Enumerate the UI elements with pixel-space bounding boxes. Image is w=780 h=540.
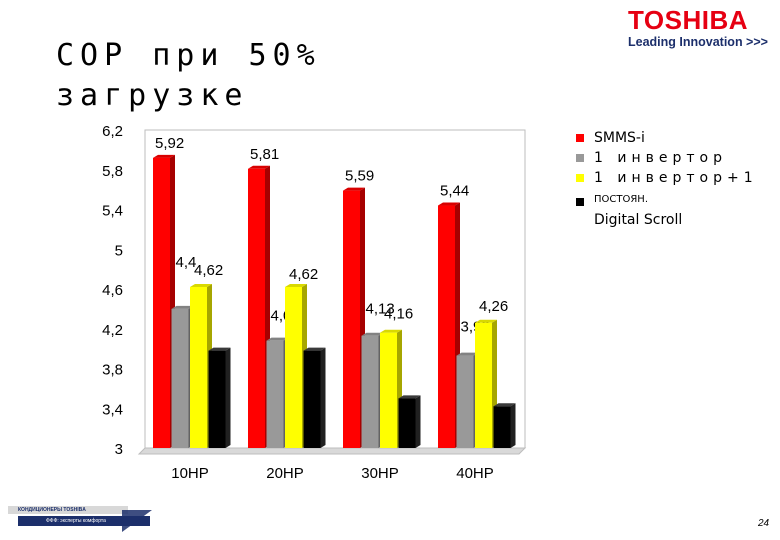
- data-label: 5,44: [440, 183, 469, 200]
- bar-top: [456, 352, 479, 356]
- bar-top: [475, 319, 497, 323]
- footer-logo-bottom: ФФФ: эксперты комфорта: [18, 516, 150, 526]
- y-tick-label: 4,6: [102, 282, 123, 299]
- bar-top: [361, 332, 384, 336]
- data-label: 4,62: [194, 262, 223, 279]
- legend-label: 1 инвертор+1: [594, 170, 758, 186]
- footer-logo: КОНДИЦИОНЕРЫ TOSHIBA ФФФ: эксперты комфо…: [8, 506, 152, 532]
- x-tick-label: 30HP: [361, 465, 399, 482]
- logo-brand: TOSHIBA: [628, 5, 749, 35]
- legend-swatch-red: [576, 134, 584, 142]
- bar: [398, 398, 416, 448]
- title-line-1: СОР при 50%: [56, 38, 321, 73]
- bar: [493, 406, 511, 448]
- y-tick-label: 3,4: [102, 401, 123, 418]
- cop-bar-chart: 6,25,85,454,64,23,83,435,924,44,6210HP5,…: [102, 123, 527, 482]
- legend-swatch-gray: [576, 154, 584, 162]
- data-label: 5,92: [155, 135, 184, 152]
- y-tick-label: 6,2: [102, 123, 123, 140]
- bar: [171, 308, 189, 448]
- footer-logo-triangle: [122, 510, 152, 532]
- bar: [208, 350, 226, 448]
- bar-top: [190, 284, 212, 288]
- bar: [343, 190, 360, 448]
- bar-top: [398, 395, 421, 399]
- bar: [380, 332, 397, 448]
- bar-top: [343, 187, 365, 191]
- plot-floor: [137, 447, 527, 455]
- bar-top: [208, 347, 231, 351]
- y-tick-label: 3: [115, 441, 123, 458]
- legend-swatch-yellow: [576, 174, 584, 182]
- bar-top: [285, 284, 307, 288]
- bar: [190, 287, 207, 448]
- title-line-2: загрузке: [56, 78, 249, 113]
- y-tick-label: 4,2: [102, 322, 123, 339]
- data-label: 5,81: [250, 146, 279, 163]
- legend-label-extra: Digital Scroll: [594, 212, 683, 228]
- bar: [248, 168, 265, 448]
- x-tick-label: 10HP: [171, 465, 209, 482]
- data-label: 4,4: [176, 254, 197, 271]
- bar: [361, 335, 379, 448]
- bar: [266, 340, 284, 448]
- data-label: 4,13: [366, 301, 395, 318]
- bar: [285, 287, 302, 448]
- bar-top: [493, 403, 516, 407]
- y-tick-label: 5,8: [102, 163, 123, 180]
- data-label: 4,62: [289, 266, 318, 283]
- legend-swatch-black: [576, 198, 584, 206]
- legend-label: ПОСТОЯН.: [594, 194, 648, 205]
- data-label: 5,59: [345, 168, 374, 185]
- data-label: 4,26: [479, 298, 508, 315]
- slide-title: СОР при 50% загрузке: [56, 36, 321, 116]
- bar: [475, 322, 492, 448]
- bar-top: [380, 329, 402, 333]
- x-tick-label: 20HP: [266, 465, 304, 482]
- bar: [456, 355, 474, 448]
- bar: [303, 350, 321, 448]
- data-label: 4,16: [384, 306, 413, 323]
- bar-top: [153, 154, 175, 158]
- bar-top: [266, 337, 289, 341]
- page-number: 24: [758, 518, 770, 529]
- x-tick-label: 40HP: [456, 465, 494, 482]
- bar-side: [415, 395, 421, 448]
- bar: [153, 157, 170, 448]
- bar-top: [303, 347, 326, 351]
- logo-tagline: Leading Innovation >>>: [628, 35, 768, 49]
- y-tick-label: 3,8: [102, 362, 123, 379]
- bar: [438, 205, 455, 448]
- bar-top: [248, 165, 270, 169]
- bar-top: [438, 202, 460, 206]
- y-tick-label: 5,4: [102, 203, 123, 220]
- toshiba-logo: TOSHIBA Leading Innovation >>>: [628, 6, 774, 50]
- bar-side: [320, 347, 326, 448]
- bar-side: [510, 403, 516, 448]
- footer-logo-top: КОНДИЦИОНЕРЫ TOSHIBA: [8, 506, 128, 514]
- legend-label: 1 инвертор: [594, 150, 727, 166]
- y-tick-label: 5: [115, 242, 123, 259]
- legend-label: SMMS-i: [594, 130, 645, 146]
- bar-top: [171, 305, 194, 309]
- bar-side: [225, 347, 231, 448]
